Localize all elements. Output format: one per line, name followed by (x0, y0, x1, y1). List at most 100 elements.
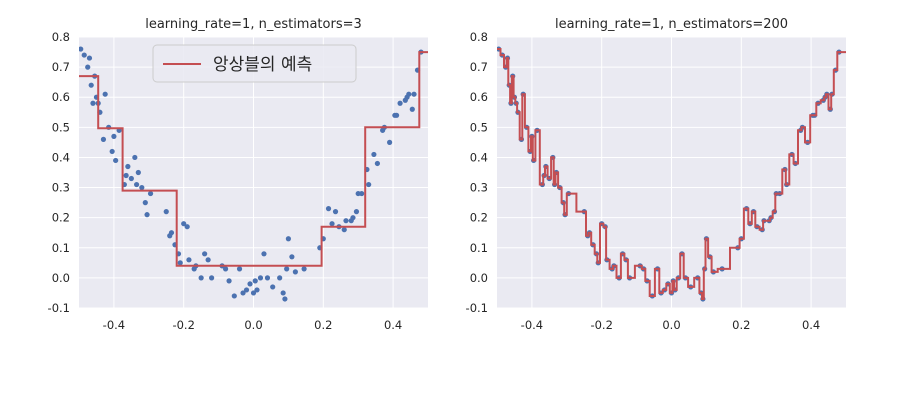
y-tick-label: 0.1 (52, 241, 70, 255)
data-point (144, 212, 150, 218)
data-point (325, 206, 332, 212)
data-point (113, 157, 119, 164)
data-point (90, 100, 96, 106)
data-point (209, 275, 215, 281)
x-tick-label: 0.4 (384, 318, 402, 332)
data-point (289, 254, 295, 260)
x-tick-label: 0.0 (244, 318, 262, 332)
data-point (371, 151, 377, 158)
data-point (163, 209, 169, 215)
y-tick-label: -0.1 (466, 301, 488, 315)
y-tick-label: 0.4 (470, 150, 488, 164)
y-tick-label: 0.8 (470, 30, 488, 44)
data-point (257, 275, 264, 281)
y-tick-label: 0.0 (470, 271, 488, 285)
y-tick-label: 0.5 (52, 120, 70, 134)
data-point (393, 112, 400, 118)
data-point (139, 184, 145, 191)
data-point (366, 181, 372, 188)
data-point (261, 251, 267, 257)
y-tick-label: 0.4 (52, 150, 70, 164)
y-tick-label: 0.0 (52, 271, 70, 285)
x-tick-label: 0.0 (662, 318, 680, 332)
data-point (123, 172, 129, 179)
data-point (343, 218, 349, 224)
data-point (284, 266, 290, 272)
data-point (292, 269, 298, 275)
y-tick-label: 0.5 (470, 120, 488, 134)
data-point (111, 133, 117, 139)
data-point (270, 284, 276, 290)
data-point (198, 275, 204, 281)
prediction-step-line (79, 51, 428, 267)
data-point (285, 236, 291, 242)
data-point (406, 91, 412, 97)
data-point (142, 200, 148, 206)
data-point (231, 293, 237, 299)
data-point (79, 46, 84, 52)
data-point (184, 224, 190, 230)
legend-label: 앙상블의 예측 (213, 55, 312, 75)
y-tick-label: 0.1 (470, 241, 488, 255)
y-tick-label: 0.2 (52, 211, 70, 225)
x-tick-label: -0.2 (590, 318, 612, 332)
data-point (177, 260, 183, 266)
data-point (186, 257, 192, 263)
data-point (332, 209, 339, 215)
data-point (243, 287, 250, 293)
data-point (397, 100, 403, 106)
y-tick-label: 0.3 (470, 181, 488, 195)
data-point (236, 266, 243, 272)
data-point (254, 287, 260, 293)
data-point (125, 163, 131, 170)
chart-title: learning_rate=1, n_estimators=3 (145, 17, 362, 32)
y-tick-label: 0.6 (52, 90, 70, 104)
data-point (81, 52, 87, 58)
x-tick-label: 0.4 (802, 318, 820, 332)
x-tick-label: 0.2 (314, 318, 332, 332)
y-tick-label: 0.7 (470, 60, 488, 74)
y-tick-label: 0.8 (52, 30, 70, 44)
x-tick-label: 0.2 (732, 318, 750, 332)
chart-panel-1: -0.1 0.0 0.1 0.2 0.3 0.4 0.5 0.6 0.7 0.8 -0.4 -0.2 0… (48, 17, 428, 332)
data-point (409, 106, 415, 112)
prediction-step-line (497, 48, 846, 300)
legend-box (152, 44, 357, 83)
data-point (168, 230, 175, 236)
x-tick-label: -0.2 (172, 318, 194, 332)
x-tick-label: -0.4 (521, 318, 543, 332)
data-point (132, 154, 138, 161)
data-point (247, 281, 253, 287)
chart-panel-2: -0.1 0.0 0.1 0.2 0.3 0.4 0.5 0.6 0.7 0.8 -0.4 -0.2 0… (466, 17, 846, 332)
data-point (88, 82, 94, 88)
data-point (329, 221, 335, 227)
data-point (86, 55, 93, 61)
y-tick-label: 0.7 (52, 60, 70, 74)
data-point (128, 175, 134, 182)
data-point (202, 251, 208, 257)
data-point (102, 91, 108, 97)
data-point (205, 257, 211, 263)
data-point (264, 275, 271, 281)
data-point (133, 181, 140, 188)
data-point (100, 136, 107, 142)
legend: 앙상블의 예측 (152, 44, 357, 83)
y-tick-label: 0.3 (52, 181, 70, 195)
y-tick-label: -0.1 (48, 301, 70, 315)
data-point (240, 290, 246, 296)
data-point (147, 190, 154, 197)
data-point (277, 275, 283, 281)
y-tick-label: 0.6 (470, 90, 488, 104)
data-point (181, 221, 187, 227)
data-point (350, 215, 356, 221)
data-point (374, 160, 380, 167)
data-point (135, 169, 141, 176)
data-point (109, 148, 115, 155)
data-point (250, 290, 257, 296)
data-point (85, 64, 91, 70)
data-point (301, 266, 307, 272)
scatter-series (79, 46, 424, 302)
data-point (252, 278, 258, 284)
data-point (341, 227, 347, 233)
y-tick-label: 0.2 (470, 211, 488, 225)
